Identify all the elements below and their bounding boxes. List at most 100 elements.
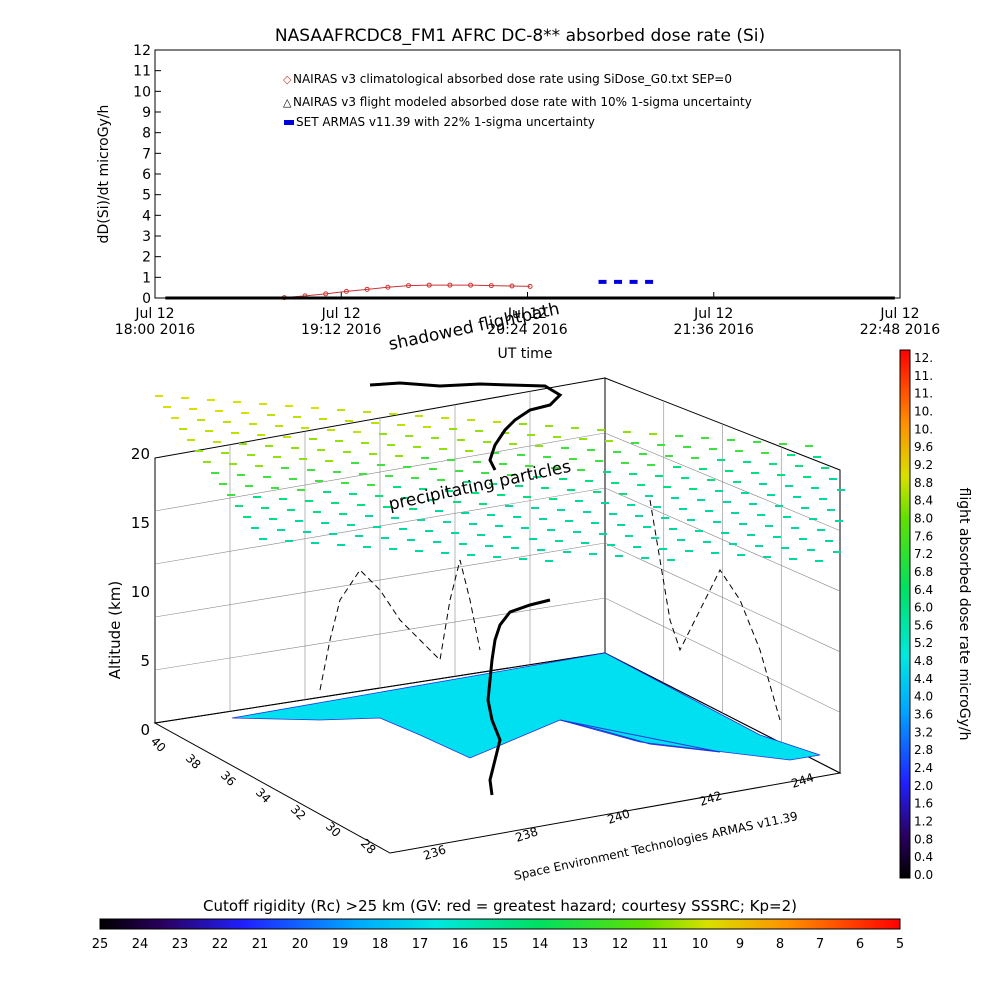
particle-mark [239, 443, 247, 445]
point-climatological [343, 288, 349, 294]
altitude-ticks: 0 5 10 15 20 [131, 445, 150, 739]
particle-mark [703, 541, 711, 543]
colorbar-horizontal-tick-label: 9 [736, 937, 744, 952]
particle-mark [341, 482, 349, 484]
particle-mark [727, 439, 735, 441]
particle-mark [381, 537, 389, 539]
particle-mark [463, 481, 471, 483]
particle-mark [503, 536, 511, 538]
particle-mark [435, 510, 443, 512]
particle-mark [649, 433, 657, 435]
colorbar-horizontal-ticks: 25 24 23 22 21 20 19 18 17 16 15 14 13 12 11 10 9 8 7 6 5 [92, 937, 904, 952]
particle-mark [251, 527, 259, 529]
colorbar-horizontal-tick-label: 14 [532, 937, 549, 952]
particle-mark [337, 409, 345, 411]
coastline [559, 719, 721, 753]
particle-mark [607, 544, 615, 546]
point-climatological [447, 282, 453, 288]
particle-mark [311, 542, 319, 544]
colorbar-vertical-tick-label: 5.2 [914, 636, 933, 650]
particle-mark [285, 405, 293, 407]
particle-mark [419, 488, 427, 490]
particle-mark [705, 510, 713, 512]
particle-mark [603, 471, 611, 473]
particle-mark [737, 554, 745, 556]
latitude-tick-label: 38 [183, 751, 204, 772]
rigidity-colorbar: Cutoff rigidity (Rc) >25 km (GV: red = g… [92, 897, 904, 952]
particle-mark [775, 505, 783, 507]
particle-mark [247, 454, 255, 456]
colorbar-horizontal-tick-label: 24 [132, 937, 149, 952]
particle-mark [307, 469, 315, 471]
colorbar-horizontal-tick-label: 12 [612, 937, 629, 952]
flight-path-shadow [319, 559, 481, 691]
particle-mark [293, 416, 301, 418]
particle-mark [407, 539, 415, 541]
colorbar-vertical-tick-label: 10. [914, 404, 933, 418]
colorbar-vertical-tick-label: 7.2 [914, 547, 933, 561]
particle-mark [701, 437, 709, 439]
particle-mark [623, 431, 631, 433]
colorbar-horizontal-tick-label: 16 [452, 937, 469, 952]
particle-mark [271, 487, 279, 489]
altitude-tick-label: 15 [131, 514, 150, 532]
legend-entry-climatological: ◇ NAIRAS v3 climatological absorbed dose… [283, 72, 732, 86]
legend-symbol-bar [284, 120, 294, 125]
colorbar-horizontal-tick-label: 15 [492, 937, 509, 952]
particle-mark [439, 448, 447, 450]
particle-mark [653, 506, 661, 508]
colorbar-vertical [899, 349, 911, 879]
point-climatological [509, 283, 515, 289]
colorbar-vertical-tick-label: 0.8 [914, 832, 933, 846]
colorbar-horizontal-tick-label: 7 [816, 937, 824, 952]
particle-mark [629, 473, 637, 475]
particle-mark [619, 493, 627, 495]
particle-mark [685, 550, 693, 552]
colorbar-vertical-tick-label: 4.4 [914, 672, 933, 686]
particle-mark [833, 551, 841, 553]
particle-mark [235, 505, 243, 507]
colorbar-horizontal-tick-label: 5 [896, 937, 904, 952]
particle-mark [361, 442, 369, 444]
y-tick-label: 1 [142, 270, 151, 286]
particle-mark [413, 446, 421, 448]
particle-mark [683, 446, 691, 448]
series-layer [165, 279, 895, 301]
colorbar-vertical-tick-label: 0.4 [914, 850, 933, 864]
particle-mark [779, 443, 787, 445]
colorbar-vertical-tick-label: 9.6 [914, 440, 933, 454]
particle-mark [711, 552, 719, 554]
particle-mark [233, 401, 241, 403]
particle-mark [389, 413, 397, 415]
longitude-tick-label: 242 [698, 788, 724, 808]
particle-mark [461, 512, 469, 514]
latitude-tick-label: 28 [358, 836, 379, 857]
particle-mark [429, 468, 437, 470]
x-tick-label-date: Jul 12 [134, 306, 174, 322]
particle-mark [231, 432, 239, 434]
particle-mark [219, 483, 227, 485]
particle-mark [493, 556, 501, 558]
legend-entry-armas: SET ARMAS v11.39 with 22% 1-sigma uncert… [284, 115, 595, 129]
particle-mark [613, 451, 621, 453]
colorbar-horizontal-tick-label: 20 [292, 937, 309, 952]
particle-mark [269, 518, 277, 520]
particle-mark [669, 528, 677, 530]
particle-mark [541, 487, 549, 489]
colorbar-horizontal-tick-label: 23 [172, 937, 189, 952]
particle-mark [587, 449, 595, 451]
particle-mark [171, 417, 179, 419]
particle-mark [479, 503, 487, 505]
particle-mark [441, 417, 449, 419]
particle-mark [723, 501, 731, 503]
particle-mark [571, 427, 579, 429]
particle-mark [179, 428, 187, 430]
colorbar-vertical-tick-label: 6.8 [914, 565, 933, 579]
particle-mark [395, 455, 403, 457]
particle-mark [581, 542, 589, 544]
particle-mark [331, 502, 339, 504]
particle-mark [777, 474, 785, 476]
particle-mark [207, 399, 215, 401]
particle-mark [353, 431, 361, 433]
particle-mark [655, 475, 663, 477]
